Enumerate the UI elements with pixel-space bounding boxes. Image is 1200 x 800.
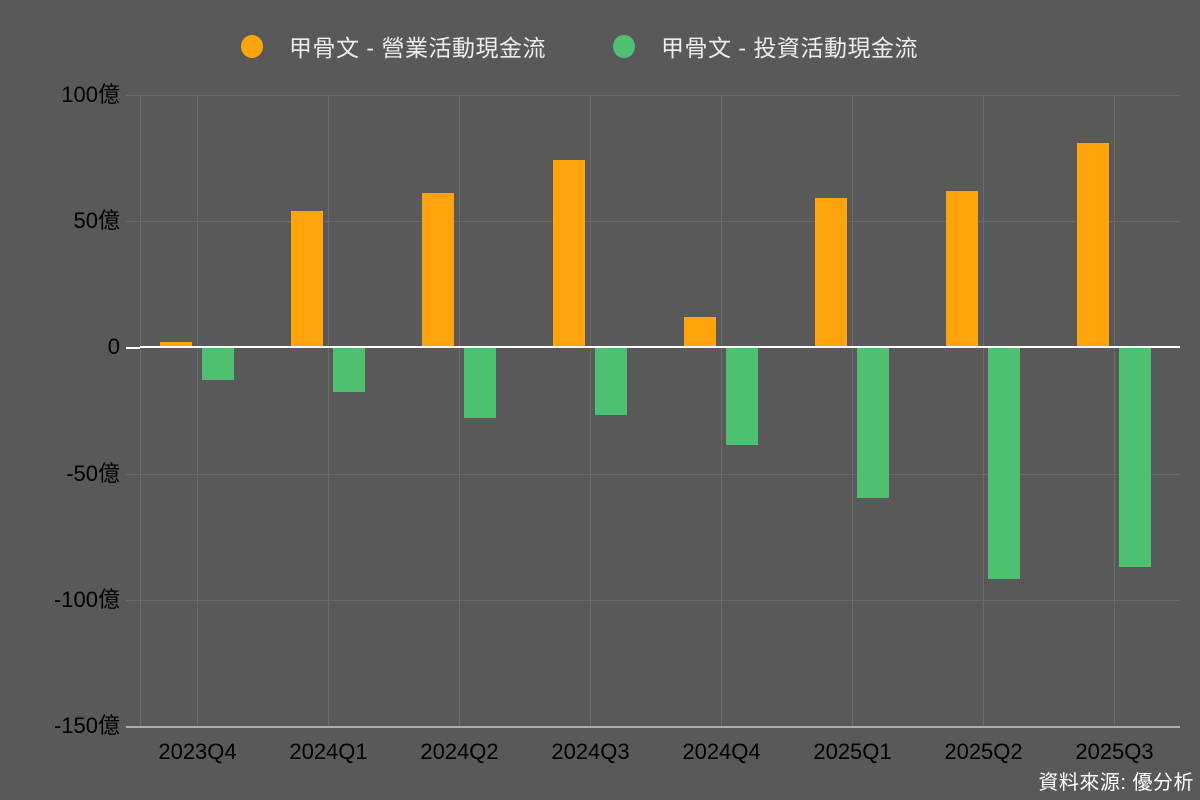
y-axis-tick <box>126 347 140 349</box>
bar-operating-2024Q3[interactable] <box>553 160 585 347</box>
x-axis-label: 2024Q4 <box>682 739 761 764</box>
gridline-horizontal <box>140 221 1180 222</box>
x-axis-label: 2024Q3 <box>551 739 630 764</box>
x-axis-label: 2025Q3 <box>1075 739 1154 764</box>
data-source-label: 資料來源: 優分析 <box>1038 772 1194 794</box>
x-axis-label: 2023Q4 <box>158 739 237 764</box>
y-axis-tick <box>126 726 140 728</box>
gridline-vertical <box>1114 95 1115 726</box>
bar-investing-2024Q4[interactable] <box>726 347 758 445</box>
y-axis-label: -50億 <box>66 461 120 486</box>
bar-operating-2025Q1[interactable] <box>815 198 847 347</box>
gridline-horizontal <box>140 474 1180 475</box>
legend-item-operating[interactable]: 甲骨文 - 營業活動現金流 <box>241 33 546 61</box>
bar-investing-2025Q2[interactable] <box>988 347 1020 579</box>
y-axis-tick <box>126 95 140 96</box>
y-axis-tick <box>126 474 140 475</box>
plot-left-edge-line <box>140 95 141 726</box>
y-axis-tick <box>126 600 140 601</box>
bar-investing-2023Q4[interactable] <box>202 347 234 380</box>
bar-investing-2025Q3[interactable] <box>1119 347 1151 567</box>
x-axis-label: 2025Q2 <box>944 739 1023 764</box>
gridline-horizontal <box>140 726 1180 728</box>
gridline-vertical <box>590 95 591 726</box>
gridline-vertical <box>459 95 460 726</box>
legend-marker-investing-icon <box>613 34 635 58</box>
y-axis-label: -150億 <box>53 713 120 738</box>
gridline-vertical <box>852 95 853 726</box>
gridline-horizontal <box>140 95 1180 96</box>
legend-item-investing[interactable]: 甲骨文 - 投資活動現金流 <box>613 33 918 61</box>
x-axis-label: 2024Q1 <box>289 739 368 764</box>
legend-label-operating: 甲骨文 - 營業活動現金流 <box>289 35 546 61</box>
bar-investing-2024Q1[interactable] <box>333 347 365 392</box>
gridline-horizontal <box>140 600 1180 601</box>
bar-operating-2025Q2[interactable] <box>946 191 978 347</box>
y-axis-label: 100億 <box>61 82 120 107</box>
bar-operating-2024Q1[interactable] <box>291 211 323 347</box>
legend-label-investing: 甲骨文 - 投資活動現金流 <box>661 35 918 61</box>
zero-axis-line <box>140 346 1180 348</box>
gridline-vertical <box>197 95 198 726</box>
bar-investing-2024Q2[interactable] <box>464 347 496 418</box>
gridline-vertical <box>721 95 722 726</box>
bar-operating-2023Q4[interactable] <box>160 342 192 347</box>
bar-operating-2024Q4[interactable] <box>684 317 716 347</box>
y-axis-label: 0 <box>107 334 120 359</box>
y-axis-label: 50億 <box>73 208 120 233</box>
bar-investing-2025Q1[interactable] <box>857 347 889 498</box>
bar-operating-2025Q3[interactable] <box>1077 143 1109 347</box>
gridline-vertical <box>328 95 329 726</box>
bar-operating-2024Q2[interactable] <box>422 193 454 347</box>
y-axis-label: -100億 <box>53 587 120 612</box>
legend-marker-operating-icon <box>241 34 263 58</box>
x-axis-label: 2024Q2 <box>420 739 499 764</box>
x-axis-label: 2025Q1 <box>813 739 892 764</box>
bar-investing-2024Q3[interactable] <box>595 347 627 415</box>
gridline-vertical <box>983 95 984 726</box>
y-axis-tick <box>126 221 140 222</box>
